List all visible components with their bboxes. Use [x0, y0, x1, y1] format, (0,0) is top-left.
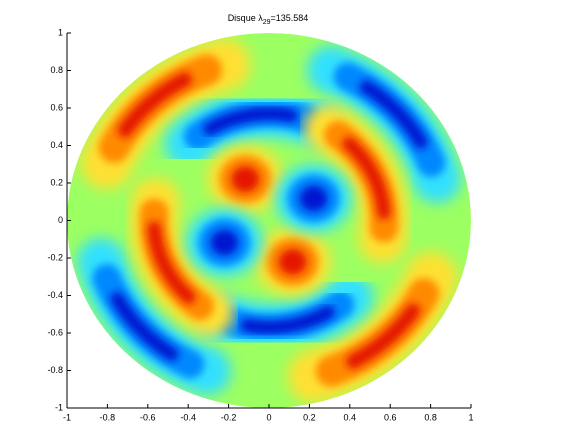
field-blob [231, 166, 260, 193]
field-band [110, 292, 179, 361]
x-tick-label: 1 [468, 412, 473, 422]
x-tick-label: 0.2 [303, 412, 316, 422]
y-tick-label: 0 [58, 215, 63, 225]
field-band [342, 137, 391, 220]
x-tick-label: -0.4 [180, 412, 196, 422]
y-tick-label: -0.2 [47, 252, 63, 262]
y-tick-label: -1 [55, 402, 63, 412]
y-tick-label: -0.4 [47, 290, 63, 300]
field-blob [210, 229, 239, 256]
x-tick-label: -0.6 [140, 412, 156, 422]
x-tick-label: 0 [266, 412, 271, 422]
y-tick-label: 0.8 [50, 65, 63, 75]
field-band [147, 221, 196, 304]
y-tick-label: -0.8 [47, 365, 63, 375]
field-blob [278, 248, 307, 275]
field-band [240, 305, 335, 335]
x-tick-label: 0.8 [424, 412, 437, 422]
x-tick-label: -0.8 [100, 412, 116, 422]
field-blob [299, 185, 328, 212]
y-tick-label: -0.6 [47, 327, 63, 337]
x-tick-label: 0.4 [344, 412, 357, 422]
field [67, 33, 471, 408]
chart-title: Disque λ29=135.584 [228, 13, 309, 25]
field-band [203, 106, 298, 136]
field-band [346, 303, 421, 369]
field-band [359, 80, 428, 149]
x-tick-label: 0.6 [384, 412, 397, 422]
y-tick-label: 0.6 [50, 102, 63, 112]
field-band [117, 72, 192, 138]
y-tick-label: 0.2 [50, 177, 63, 187]
y-tick-label: 1 [58, 27, 63, 37]
x-tick-label: -1 [63, 412, 71, 422]
y-tick-label: 0.4 [50, 140, 63, 150]
x-tick-label: -0.2 [221, 412, 237, 422]
